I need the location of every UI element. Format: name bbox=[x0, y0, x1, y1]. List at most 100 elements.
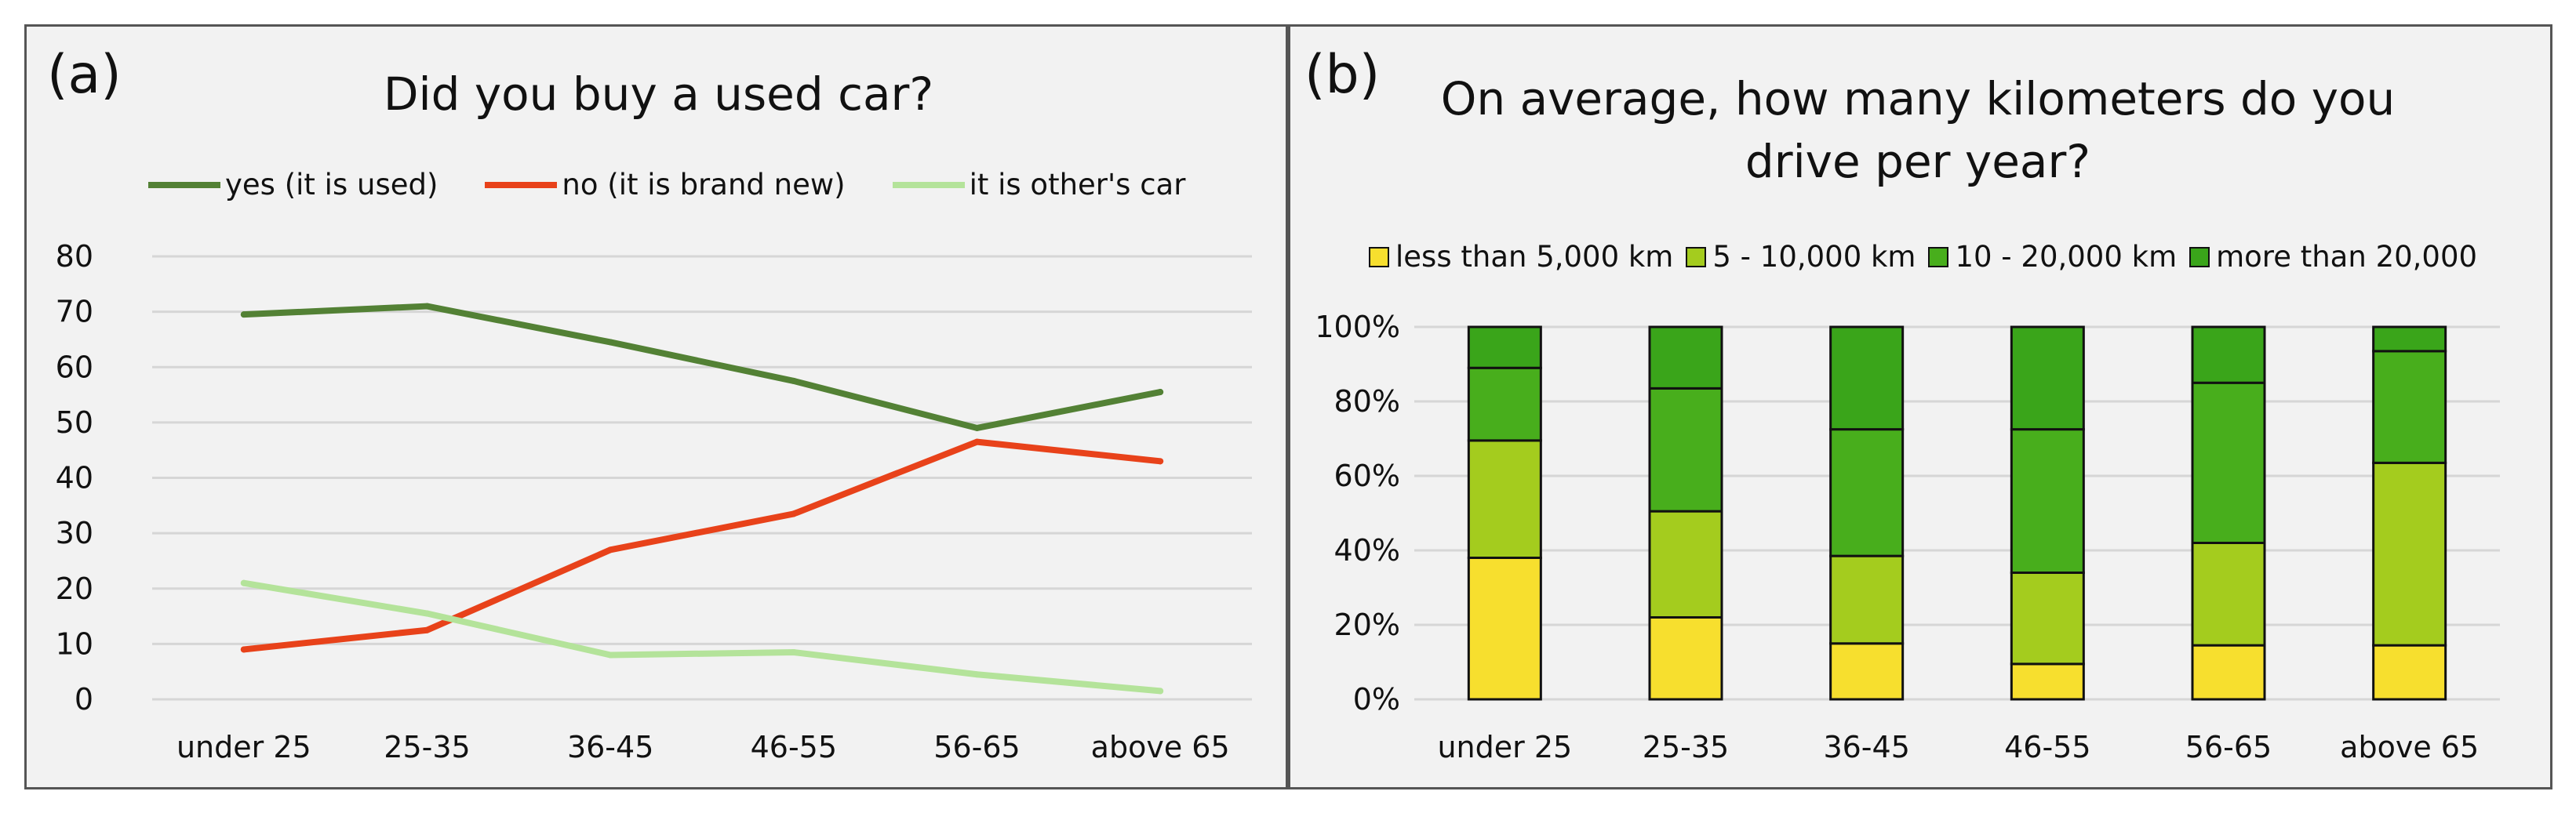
bar-segment-less-than-5-000-km bbox=[1829, 642, 1905, 701]
bar-segment-10-20-000-km bbox=[1829, 428, 1905, 557]
panel-a-label: (a) bbox=[47, 44, 122, 106]
legend-item-yes-it-is-used: yes (it is used) bbox=[148, 168, 438, 201]
x-tick-label-b: 56-65 bbox=[2185, 730, 2272, 764]
panel-a: (a) Did you buy a used car? yes (it is u… bbox=[24, 24, 1288, 789]
y-tick-label-a: 0 bbox=[75, 682, 93, 717]
bar-segment-less-than-5-000-km bbox=[2010, 662, 2085, 701]
bar-segment-10-20-000-km bbox=[1467, 366, 1542, 442]
bar-segment-less-than-5-000-km bbox=[1648, 616, 1723, 701]
y-tick-label-b: 80% bbox=[1334, 384, 1400, 419]
x-tick-label-b: 46-55 bbox=[2004, 730, 2090, 764]
bar-segment-more-than-20-000 bbox=[1648, 325, 1723, 390]
y-tick-label-a: 30 bbox=[56, 516, 93, 550]
chart-b-legend: less than 5,000 km 5 - 10,000 km 10 - 20,0… bbox=[1369, 240, 2490, 274]
bar-segment-less-than-5-000-km bbox=[1467, 557, 1542, 701]
data-point-no-it-is-brand-new bbox=[424, 626, 431, 633]
x-tick-label-b: 25-35 bbox=[1643, 730, 1729, 764]
data-point-yes-it-is-used bbox=[240, 311, 247, 318]
y-tick-label-a: 20 bbox=[56, 572, 93, 606]
legend-swatch bbox=[485, 181, 558, 188]
data-point-no-it-is-brand-new bbox=[240, 646, 247, 653]
bar-segment-less-than-5-000-km bbox=[2372, 644, 2447, 701]
chart-b-plot: 0% 20% 40% 60% 80% 100% under 25 25-35 36-45 46-5… bbox=[1315, 310, 2500, 764]
chart-b-title: On average, how many kilometers do you d… bbox=[1408, 67, 2428, 193]
legend-swatch bbox=[892, 181, 965, 188]
y-tick-label-b: 20% bbox=[1334, 608, 1400, 642]
legend-label: 10 - 20,000 km bbox=[1955, 240, 2178, 274]
y-tick-label-a: 60 bbox=[56, 350, 93, 384]
x-tick-label-b: under 25 bbox=[1437, 730, 1572, 764]
data-point-no-it-is-brand-new bbox=[607, 546, 614, 553]
legend-item-5-10-000-km: 5 - 10,000 km bbox=[1686, 240, 1916, 274]
bar-segment-more-than-20-000 bbox=[2191, 325, 2266, 384]
legend-swatch bbox=[1369, 246, 1389, 267]
series-line-yes-it-is-used bbox=[240, 303, 1164, 431]
bar-segment-10-20-000-km bbox=[2010, 428, 2085, 574]
bar-segment-less-than-5-000-km bbox=[2191, 644, 2266, 701]
legend-label: yes (it is used) bbox=[225, 168, 438, 201]
chart-a-title: Did you buy a used car? bbox=[383, 67, 934, 121]
legend-label: it is other's car bbox=[969, 168, 1186, 201]
panel-b: (b) On average, how many kilometers do y… bbox=[1288, 24, 2552, 789]
chart-a-plot: 0 10 20 30 40 50 60 70 80 under 25 25-35 36-45 46-55… bbox=[56, 239, 1252, 764]
bar-segment-10-20-000-km bbox=[1648, 387, 1723, 513]
legend-item-no-it-is-brand-new: no (it is brand new) bbox=[485, 168, 846, 201]
legend-label: 5 - 10,000 km bbox=[1712, 240, 1916, 274]
legend-swatch bbox=[1928, 246, 1949, 267]
legend-label: less than 5,000 km bbox=[1395, 240, 1674, 274]
chart-a-legend: yes (it is used) no (it is brand new) it i… bbox=[148, 168, 1232, 201]
chart-b-title-line1: On average, how many kilometers do you bbox=[1440, 72, 2396, 125]
data-point-it-is-other-s-car bbox=[607, 651, 614, 659]
bar-segment-5-10-000-km bbox=[1829, 554, 1905, 645]
data-point-it-is-other-s-car bbox=[1157, 688, 1164, 695]
data-point-yes-it-is-used bbox=[424, 303, 431, 310]
bar-segment-more-than-20-000 bbox=[2372, 325, 2447, 353]
x-tick-label-a: under 25 bbox=[176, 730, 311, 764]
bar-segment-more-than-20-000 bbox=[1829, 325, 1905, 431]
y-tick-label-a: 10 bbox=[56, 626, 93, 661]
x-tick-label-a: 36-45 bbox=[567, 730, 653, 764]
series-line-it-is-other-s-car bbox=[240, 579, 1164, 695]
legend-item-more-than-20-000: more than 20,000 bbox=[2189, 240, 2477, 274]
x-tick-label-a: 56-65 bbox=[933, 730, 1020, 764]
legend-item-less-than-5-000-km: less than 5,000 km bbox=[1369, 240, 1673, 274]
bar-segment-5-10-000-km bbox=[2010, 572, 2085, 666]
legend-item-it-is-other-s-car: it is other's car bbox=[892, 168, 1186, 201]
legend-swatch bbox=[1686, 246, 1707, 267]
data-point-yes-it-is-used bbox=[973, 424, 981, 431]
y-tick-label-b: 60% bbox=[1334, 459, 1400, 493]
bar-segment-10-20-000-km bbox=[2372, 350, 2447, 464]
data-point-it-is-other-s-car bbox=[973, 671, 981, 678]
bar-segment-10-20-000-km bbox=[2191, 381, 2266, 544]
y-tick-label-a: 70 bbox=[56, 295, 93, 329]
panel-b-label: (b) bbox=[1304, 44, 1381, 106]
y-tick-label-a: 40 bbox=[56, 461, 93, 495]
x-tick-label-a: 25-35 bbox=[384, 730, 470, 764]
data-point-it-is-other-s-car bbox=[424, 610, 431, 617]
bar-segment-5-10-000-km bbox=[1648, 510, 1723, 619]
bar-segment-5-10-000-km bbox=[2191, 542, 2266, 647]
data-point-it-is-other-s-car bbox=[790, 648, 797, 655]
bar-segment-more-than-20-000 bbox=[1467, 325, 1542, 369]
bar-segment-more-than-20-000 bbox=[2010, 325, 2085, 431]
legend-swatch bbox=[148, 181, 220, 188]
bar-segment-5-10-000-km bbox=[2372, 461, 2447, 647]
y-tick-label-a: 80 bbox=[56, 239, 93, 274]
data-point-no-it-is-brand-new bbox=[973, 438, 981, 445]
y-tick-label-b: 100% bbox=[1315, 310, 1400, 344]
x-tick-label-b: 36-45 bbox=[1823, 730, 1909, 764]
legend-swatch bbox=[2189, 246, 2210, 267]
bar-segment-5-10-000-km bbox=[1467, 439, 1542, 559]
legend-item-10-20-000-km: 10 - 20,000 km bbox=[1928, 240, 2177, 274]
x-tick-label-b: above 65 bbox=[2340, 730, 2479, 764]
series-line-no-it-is-brand-new bbox=[240, 438, 1164, 653]
legend-label: more than 20,000 bbox=[2216, 240, 2478, 274]
y-tick-label-a: 50 bbox=[56, 405, 93, 440]
data-point-yes-it-is-used bbox=[790, 377, 797, 384]
y-tick-label-b: 0% bbox=[1353, 682, 1400, 717]
legend-label: no (it is brand new) bbox=[562, 168, 846, 201]
x-tick-label-a: 46-55 bbox=[751, 730, 837, 764]
data-point-no-it-is-brand-new bbox=[790, 510, 797, 517]
chart-b-title-line2: drive per year? bbox=[1745, 135, 2091, 188]
data-point-yes-it-is-used bbox=[607, 339, 614, 346]
